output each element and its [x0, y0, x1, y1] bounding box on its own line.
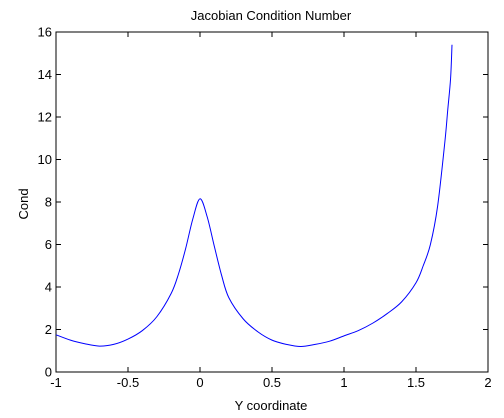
x-axis: -1 -0.5 0 0.5 1 1.5 2 [50, 32, 492, 390]
y-tick-label: 12 [38, 110, 52, 125]
series-line [55, 44, 453, 348]
y-tick-label: 4 [45, 280, 52, 295]
plot-area [55, 31, 489, 373]
x-tick-label: -0.5 [117, 375, 139, 390]
x-tick-label: 1.5 [407, 375, 425, 390]
y-tick-label: 8 [45, 195, 52, 210]
y-tick-label: 0 [45, 365, 52, 380]
y-tick-label: 6 [45, 237, 52, 252]
x-tick-label: 1 [340, 375, 347, 390]
x-tick-label: 0 [196, 375, 203, 390]
x-tick-label: 0.5 [263, 375, 281, 390]
x-tick-label: 2 [484, 375, 491, 390]
y-axis-label: Cond [16, 188, 31, 219]
y-tick-label: 16 [38, 25, 52, 40]
y-tick-label: 10 [38, 152, 52, 167]
y-axis: 0 2 4 6 8 10 12 14 16 [38, 25, 488, 380]
x-tick-label: -1 [50, 375, 62, 390]
chart-title: Jacobian Condition Number [191, 8, 352, 23]
y-tick-label: 2 [45, 322, 52, 337]
y-tick-label: 14 [38, 67, 52, 82]
x-axis-label: Y coordinate [235, 398, 308, 413]
